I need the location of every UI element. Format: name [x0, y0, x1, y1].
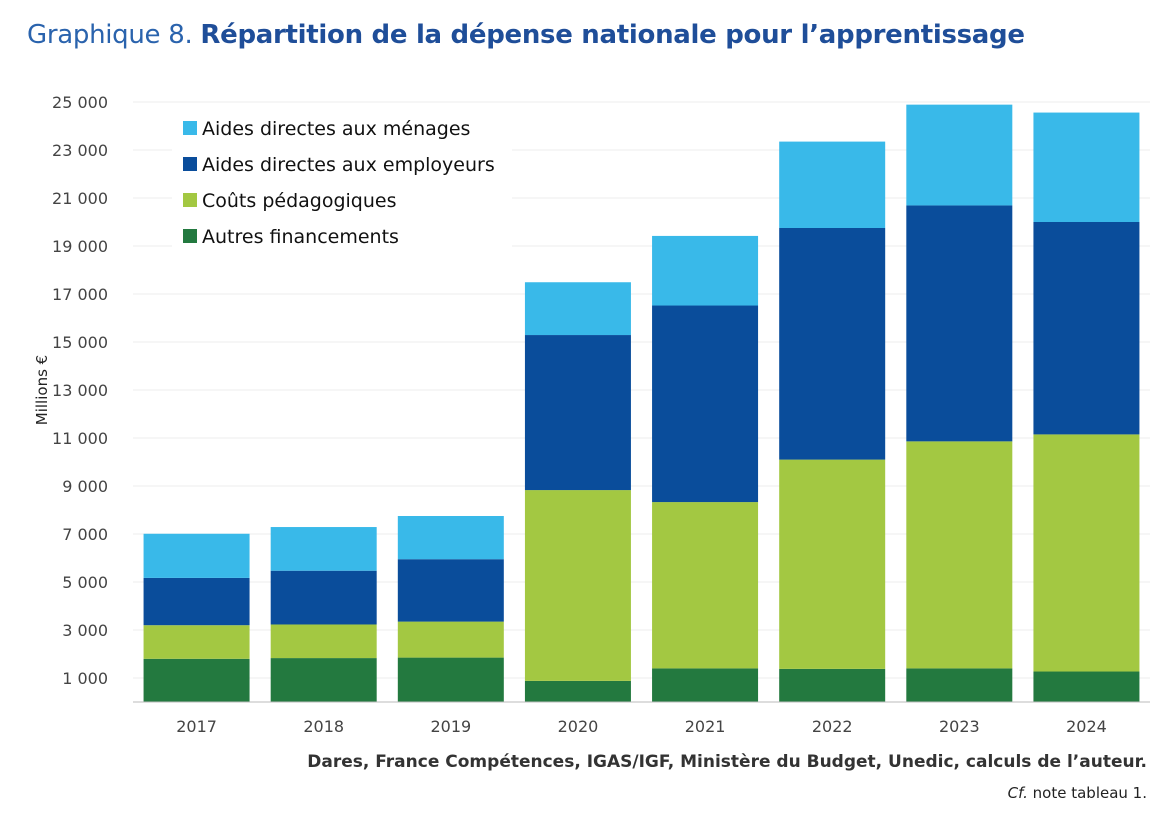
- x-tick-label: 2022: [812, 717, 853, 736]
- source-note: Dares, France Compétences, IGAS/IGF, Min…: [307, 752, 1147, 772]
- y-tick-label: 13 000: [52, 381, 108, 400]
- x-tick-label: 2023: [939, 717, 980, 736]
- note-text: note tableau 1.: [1027, 784, 1147, 802]
- y-tick-label: 3 000: [62, 621, 108, 640]
- bar-segment: [652, 668, 759, 702]
- bar-segment: [397, 657, 504, 702]
- bar-segment: [1033, 112, 1140, 222]
- y-tick-label: 19 000: [52, 237, 108, 256]
- legend-label: Aides directes aux employeurs: [202, 154, 495, 176]
- bar-segment: [779, 141, 886, 228]
- bar-segment: [906, 205, 1013, 442]
- y-tick-label: 15 000: [52, 333, 108, 352]
- bar-segment: [652, 305, 759, 503]
- bar-segment: [397, 516, 504, 560]
- bar-segment: [779, 459, 886, 669]
- bar-segment: [1033, 434, 1140, 672]
- x-tick-label: 2021: [685, 717, 726, 736]
- y-tick-label: 1 000: [62, 669, 108, 688]
- bar-segment: [1033, 671, 1140, 702]
- bar-segment: [270, 624, 377, 659]
- legend-background: [172, 110, 512, 253]
- y-tick-label: 25 000: [52, 93, 108, 112]
- bar-segment: [143, 533, 250, 578]
- chart-title: Graphique 8. Répartition de la dépense n…: [27, 20, 1025, 50]
- bar-segment: [779, 668, 886, 702]
- bar-segment: [143, 658, 250, 702]
- x-tick-label: 2017: [176, 717, 217, 736]
- bars: [143, 104, 1140, 702]
- bar-segment: [143, 577, 250, 626]
- bar-segment: [397, 621, 504, 658]
- legend-swatch: [183, 229, 197, 243]
- bar-segment: [524, 490, 631, 681]
- legend: Aides directes aux ménages Aides directes…: [172, 110, 512, 253]
- legend-swatch: [183, 157, 197, 171]
- x-tick-label: 2020: [558, 717, 599, 736]
- x-axis-ticks: 2017 2018 2019 2020 2021 2022 2023 2024: [176, 717, 1107, 736]
- legend-swatch: [183, 193, 197, 207]
- legend-label: Coûts pédagogiques: [202, 190, 397, 212]
- bar-segment: [906, 441, 1013, 669]
- bar-segment: [906, 104, 1013, 206]
- y-tick-label: 17 000: [52, 285, 108, 304]
- y-tick-label: 11 000: [52, 429, 108, 448]
- x-tick-label: 2019: [430, 717, 471, 736]
- bar-segment: [524, 680, 631, 702]
- legend-swatch: [183, 121, 197, 135]
- y-tick-label: 5 000: [62, 573, 108, 592]
- table-note: Cf. note tableau 1.: [1008, 784, 1147, 802]
- y-tick-label: 23 000: [52, 141, 108, 160]
- chart-title-main: Répartition de la dépense nationale pour…: [200, 20, 1025, 50]
- y-tick-label: 7 000: [62, 525, 108, 544]
- bar-segment: [652, 502, 759, 669]
- bar-segment: [1033, 222, 1140, 435]
- legend-label: Aides directes aux ménages: [202, 118, 470, 140]
- bar-segment: [524, 282, 631, 336]
- bar-segment: [906, 668, 1013, 702]
- y-tick-label: 21 000: [52, 189, 108, 208]
- x-tick-label: 2018: [303, 717, 344, 736]
- y-axis-ticks: 1 000 3 000 5 000 7 000 9 000 11 000 13 000 15 …: [52, 93, 108, 688]
- bar-segment: [524, 335, 631, 491]
- bar-segment: [397, 559, 504, 622]
- chart-title-prefix: Graphique 8.: [27, 20, 193, 50]
- y-tick-label: 9 000: [62, 477, 108, 496]
- bar-segment: [270, 658, 377, 702]
- bar-segment: [652, 235, 759, 306]
- legend-label: Autres financements: [202, 226, 399, 248]
- note-italic: Cf.: [1007, 784, 1028, 802]
- y-axis-label: Millions €: [33, 355, 51, 425]
- x-tick-label: 2024: [1066, 717, 1107, 736]
- bar-segment: [779, 228, 886, 460]
- bar-segment: [143, 625, 250, 659]
- bar-segment: [270, 570, 377, 625]
- bar-segment: [270, 527, 377, 571]
